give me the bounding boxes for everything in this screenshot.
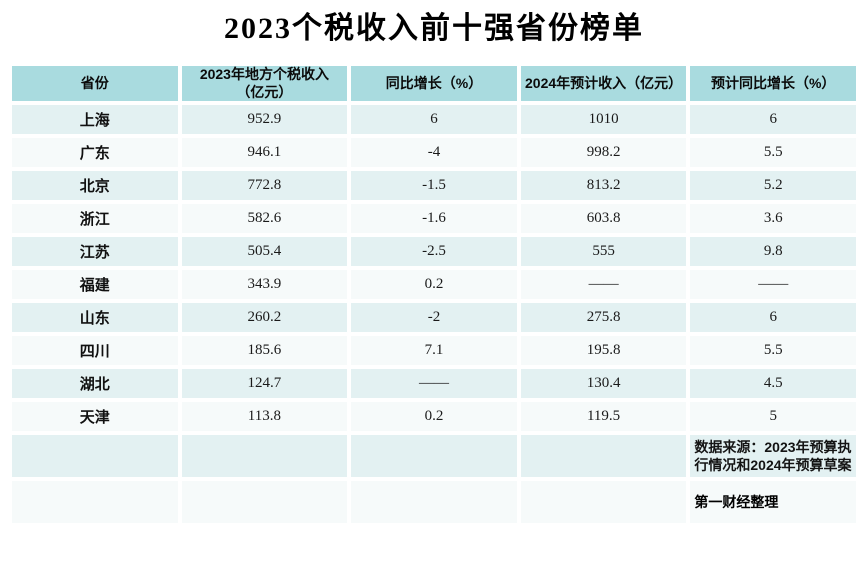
value-cell: 555 [516,233,691,270]
value-cell: —— [686,266,860,303]
value-cell: 603.8 [516,200,691,237]
province-cell: 四川 [8,332,182,369]
value-cell: 0.2 [347,398,521,435]
province-cell: 上海 [8,101,182,138]
value-cell: 5 [686,398,860,435]
value-cell: 275.8 [516,299,691,336]
empty-cell [177,431,352,481]
value-cell: 260.2 [177,299,352,336]
value-cell: 5.5 [686,134,860,171]
value-cell: 4.5 [686,365,860,402]
value-cell: -1.5 [347,167,521,204]
province-cell: 浙江 [8,200,182,237]
province-cell: 天津 [8,398,182,435]
value-cell: -1.6 [347,200,521,237]
value-cell: 6 [686,101,860,138]
table-header: 省份 2023年地方个税收入 （亿元） 同比增长（%） 2024年预计收入（亿元… [8,62,860,105]
table-row: 广东 946.1 -4 998.2 5.5 [8,134,860,171]
empty-cell [8,431,182,481]
table-row: 上海 952.9 6 1010 6 [8,101,860,138]
income-tax-ranking-table: 省份 2023年地方个税收入 （亿元） 同比增长（%） 2024年预计收入（亿元… [8,62,860,527]
value-cell: 6 [347,101,521,138]
empty-cell [347,431,521,481]
empty-cell [8,477,182,527]
value-cell: 6 [686,299,860,336]
table-row: 四川 185.6 7.1 195.8 5.5 [8,332,860,369]
value-cell: -2 [347,299,521,336]
province-cell: 山东 [8,299,182,336]
value-cell: 119.5 [516,398,691,435]
table-footer: 数据来源：2023年预算执行情况和2024年预算草案 第一财经整理 [8,431,860,527]
empty-cell [347,477,521,527]
province-cell: 福建 [8,266,182,303]
value-cell: 998.2 [516,134,691,171]
source-row: 数据来源：2023年预算执行情况和2024年预算草案 [8,431,860,481]
value-cell: 7.1 [347,332,521,369]
value-cell: 3.6 [686,200,860,237]
province-cell: 北京 [8,167,182,204]
empty-cell [516,431,691,481]
table-row: 山东 260.2 -2 275.8 6 [8,299,860,336]
province-cell: 湖北 [8,365,182,402]
province-cell: 广东 [8,134,182,171]
value-cell: -2.5 [347,233,521,270]
value-cell: 582.6 [177,200,352,237]
table-row: 浙江 582.6 -1.6 603.8 3.6 [8,200,860,237]
value-cell: 5.2 [686,167,860,204]
credit-row: 第一财经整理 [8,477,860,527]
header-yoy-growth: 同比增长（%） [347,62,521,105]
data-source-note: 数据来源：2023年预算执行情况和2024年预算草案 [686,431,860,481]
header-2024-projection: 2024年预计收入（亿元） [516,62,691,105]
page-title: 2023个税收入前十强省份榜单 [224,12,644,45]
table-body: 上海 952.9 6 1010 6 广东 946.1 -4 998.2 5.5 北京 772.8 -1.… [8,101,860,435]
table-row: 湖北 124.7 —— 130.4 4.5 [8,365,860,402]
value-cell: 185.6 [177,332,352,369]
value-cell: 813.2 [516,167,691,204]
value-cell: 195.8 [516,332,691,369]
value-cell: 1010 [516,101,691,138]
credit-note: 第一财经整理 [686,477,860,527]
value-cell: 952.9 [177,101,352,138]
value-cell: -4 [347,134,521,171]
value-cell: 946.1 [177,134,352,171]
table-row: 北京 772.8 -1.5 813.2 5.2 [8,167,860,204]
value-cell: 130.4 [516,365,691,402]
value-cell: 113.8 [177,398,352,435]
value-cell: 9.8 [686,233,860,270]
table-row: 天津 113.8 0.2 119.5 5 [8,398,860,435]
value-cell: —— [347,365,521,402]
value-cell: 505.4 [177,233,352,270]
header-province: 省份 [8,62,182,105]
table-row: 江苏 505.4 -2.5 555 9.8 [8,233,860,270]
header-projected-growth: 预计同比增长（%） [686,62,860,105]
header-row: 省份 2023年地方个税收入 （亿元） 同比增长（%） 2024年预计收入（亿元… [8,62,860,105]
value-cell: 124.7 [177,365,352,402]
table-row: 福建 343.9 0.2 —— —— [8,266,860,303]
value-cell: 0.2 [347,266,521,303]
value-cell: 343.9 [177,266,352,303]
value-cell: 772.8 [177,167,352,204]
empty-cell [516,477,691,527]
empty-cell [177,477,352,527]
value-cell: 5.5 [686,332,860,369]
header-2023-income: 2023年地方个税收入 （亿元） [177,62,352,105]
province-cell: 江苏 [8,233,182,270]
value-cell: —— [516,266,691,303]
